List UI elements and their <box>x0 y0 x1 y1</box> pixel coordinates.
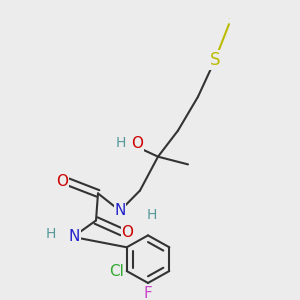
Text: S: S <box>210 51 220 69</box>
Text: O: O <box>122 225 134 240</box>
Text: S: S <box>229 18 230 19</box>
Text: F: F <box>144 286 152 300</box>
Text: H: H <box>147 208 157 222</box>
Text: N: N <box>114 203 126 218</box>
Text: O: O <box>131 136 143 151</box>
Text: N: N <box>69 230 80 244</box>
Text: O: O <box>57 174 69 189</box>
Text: H: H <box>116 136 126 150</box>
Text: H: H <box>45 227 56 241</box>
Text: Cl: Cl <box>109 264 124 279</box>
